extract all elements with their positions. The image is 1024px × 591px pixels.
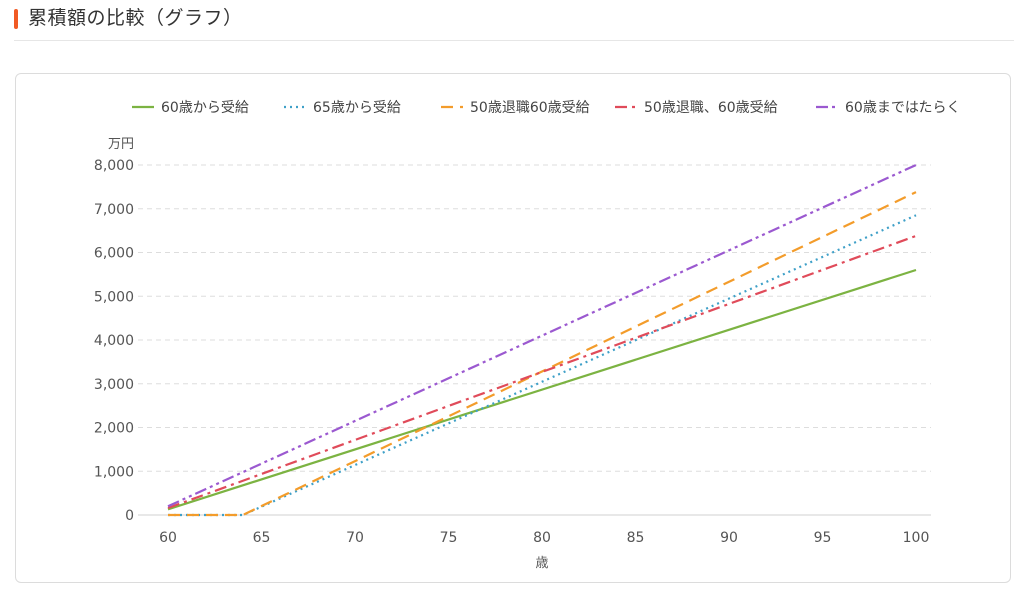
x-axis-title: 歳	[535, 556, 548, 571]
x-tick-label: 75	[440, 530, 458, 546]
x-tick-label: 85	[627, 530, 645, 546]
x-tick-label: 80	[533, 530, 551, 546]
series-line-5	[167, 163, 917, 508]
legend-label-3: 50歳退職60歳受給	[470, 100, 590, 116]
y-tick-label: 3,000	[94, 377, 134, 393]
section-header: 累積額の比較（グラフ）	[14, 0, 1014, 41]
x-tick-label: 100	[903, 530, 930, 546]
series-line-2	[168, 214, 917, 517]
legend-label-2: 65歳から受給	[313, 100, 401, 116]
x-tick-label: 60	[159, 530, 177, 546]
y-tick-label: 4,000	[94, 333, 134, 349]
section-title: 累積額の比較（グラフ）	[28, 7, 243, 29]
y-tick-label: 5,000	[94, 289, 134, 305]
chart-svg: 0 1,000 2,000 3,000 4,000 5,000 6,000 7,000 8,00…	[94, 100, 961, 571]
series-line-1	[167, 268, 917, 511]
y-tick-label: 2,000	[94, 421, 134, 437]
y-tick-label: 0	[125, 508, 134, 524]
x-tick-label: 70	[346, 530, 364, 546]
series-line-3	[168, 191, 917, 517]
legend-label-5: 60歳まではたらく	[845, 100, 961, 116]
series-line-4	[167, 234, 917, 510]
x-tick-label: 90	[720, 530, 738, 546]
y-tick-label: 1,000	[94, 464, 134, 480]
x-tick-label: 65	[253, 530, 271, 546]
y-axis-unit: 万円	[108, 137, 134, 152]
x-tick-label: 95	[814, 530, 832, 546]
title-accent-bar	[14, 9, 18, 29]
y-tick-label: 8,000	[94, 158, 134, 174]
y-tick-label: 6,000	[94, 246, 134, 262]
legend-label-4: 50歳退職、60歳受給	[644, 100, 778, 116]
y-tick-label: 7,000	[94, 202, 134, 218]
legend-label-1: 60歳から受給	[161, 100, 249, 116]
chart-card: 0 1,000 2,000 3,000 4,000 5,000 6,000 7,000 8,00…	[15, 73, 1011, 583]
